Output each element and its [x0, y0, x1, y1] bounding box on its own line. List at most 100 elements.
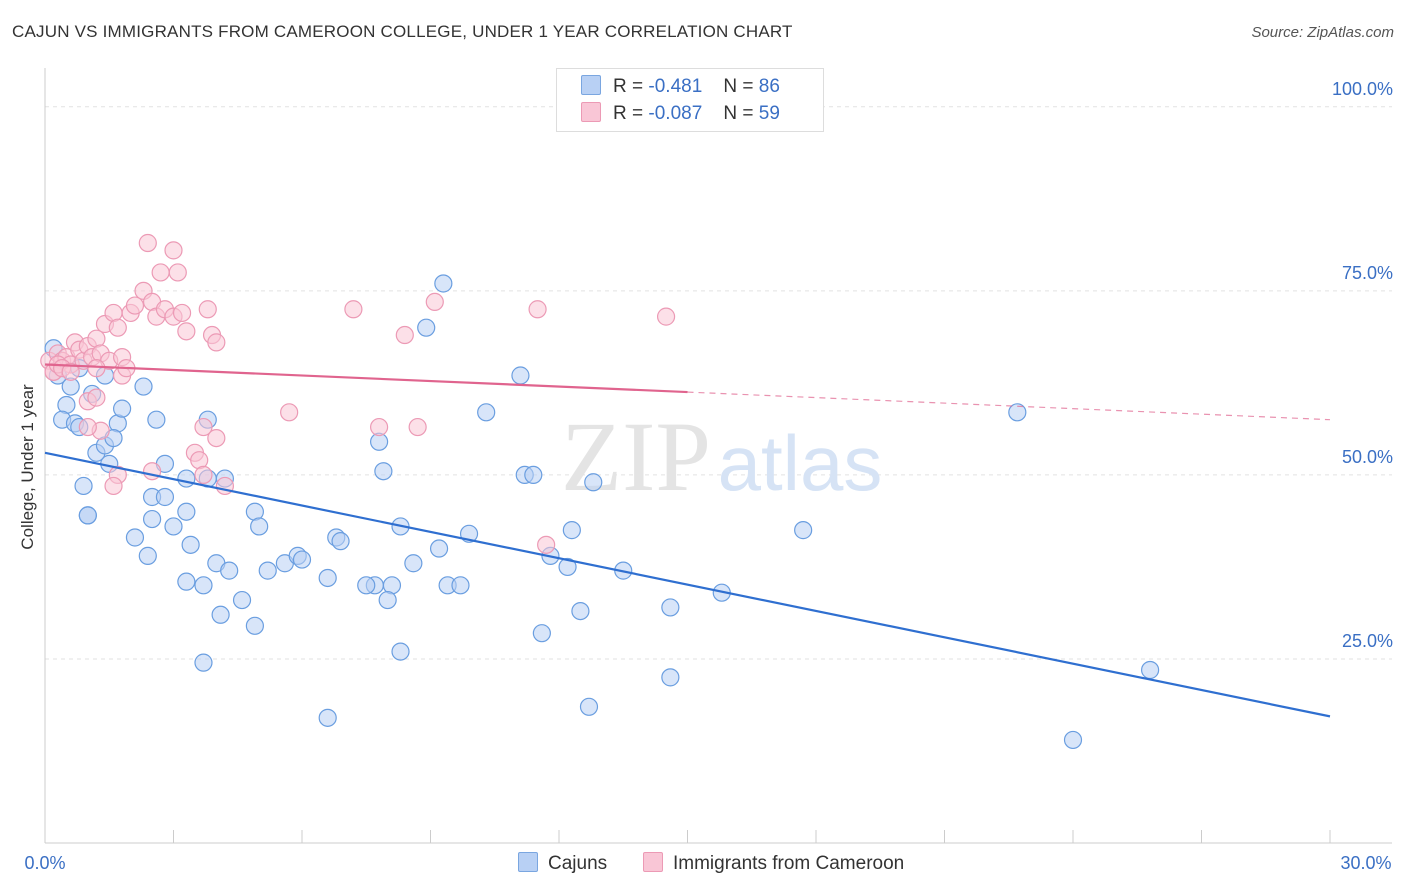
cajuns-point: [661, 598, 680, 617]
cajuns-point: [477, 403, 496, 422]
bottom-legend-cajuns: Cajuns: [518, 852, 607, 875]
y-tick-label: 25.0%: [1342, 631, 1393, 651]
bottom-legend-swatch-cajuns: [518, 852, 538, 872]
cajuns-point: [181, 535, 200, 554]
watermark-atlas: atlas: [718, 419, 883, 507]
source-label: Source: ZipAtlas.com: [1251, 24, 1394, 41]
cajuns-point: [142, 509, 162, 529]
legend-n-value-cameroon: 59: [758, 103, 780, 124]
legend-swatch-cameroon: [581, 102, 601, 122]
cajuns-point: [292, 550, 312, 569]
cameroon-point: [656, 307, 676, 326]
cajuns-point: [250, 517, 269, 536]
cameroon-point: [104, 476, 123, 496]
cameroon-point: [138, 233, 157, 253]
cajuns-point: [532, 624, 551, 643]
bottom-legend-label-cameroon: Immigrants from Cameroon: [673, 853, 905, 874]
grid-lines: [45, 106, 1392, 660]
cajuns-point: [571, 601, 590, 621]
cajuns-point: [404, 554, 423, 573]
cameroon-point: [408, 417, 427, 437]
cajuns-point: [451, 576, 470, 595]
cameroon-point: [198, 300, 217, 319]
cajuns-point: [511, 366, 530, 385]
cajuns-point: [1140, 660, 1160, 680]
cajuns-point: [245, 616, 264, 635]
cajuns-point: [134, 377, 153, 396]
legend-n-label: N =: [723, 76, 754, 97]
y-tick-label: 100.0%: [1332, 79, 1393, 99]
cajuns-point: [194, 653, 213, 672]
cajuns-point: [211, 605, 230, 624]
cameroon-point: [194, 417, 213, 437]
cameroon-point: [142, 462, 162, 481]
cajuns-point: [194, 576, 213, 595]
tick-labels: 25.0% 50.0% 75.0% 100.0% 0.0% 30.0%: [24, 79, 1393, 873]
cameroon-point: [177, 322, 196, 341]
cajuns-point: [125, 528, 145, 547]
trend-lines: [44, 363, 1331, 718]
cameroon-point: [87, 388, 106, 407]
cajuns-point: [1008, 403, 1027, 422]
cajuns-point: [220, 561, 239, 580]
legend-r-label: R =: [613, 76, 644, 97]
cajuns-point: [584, 473, 603, 492]
cajuns-point: [74, 476, 93, 496]
cameroon-trend-line: [44, 363, 688, 394]
cajuns-point: [429, 539, 449, 558]
cameroon-point: [207, 428, 226, 448]
cameroon-point: [78, 417, 97, 437]
cajuns-point: [177, 572, 196, 591]
cajuns-point: [579, 697, 599, 716]
cajuns-point: [434, 274, 453, 293]
x-tick-label: 30.0%: [1340, 853, 1391, 873]
cajuns-point: [258, 561, 277, 580]
cameroon-point: [168, 263, 187, 282]
cajuns-point: [357, 576, 376, 595]
cajuns-point: [318, 568, 337, 588]
cameroon-point: [280, 403, 299, 422]
cajuns-point: [374, 462, 393, 481]
legend-r-value-cajuns: -0.481: [648, 76, 703, 97]
cajuns-point: [112, 399, 132, 418]
chart-title: CAJUN VS IMMIGRANTS FROM CAMEROON COLLEG…: [12, 22, 793, 41]
legend-r-value-cameroon: -0.087: [648, 103, 703, 124]
cameroon-point: [87, 359, 106, 378]
cajuns-point: [331, 532, 350, 551]
cameroon-point: [344, 300, 363, 319]
cameroon-point: [207, 333, 226, 352]
cameroon-point: [194, 465, 213, 485]
cajuns-point: [558, 557, 577, 577]
bottom-legend-cameroon: Immigrants from Cameroon: [643, 852, 904, 875]
legend-r-label: R =: [613, 103, 644, 124]
y-tick-label: 75.0%: [1342, 263, 1393, 283]
cameroon-point: [425, 292, 444, 311]
cameroon-point: [395, 325, 414, 345]
legend-n-value-cajuns: 86: [758, 76, 780, 97]
cameroon-point: [125, 296, 145, 315]
cajuns-point: [155, 487, 175, 507]
watermark: ZIP atlas: [561, 401, 882, 512]
cajuns-point: [661, 668, 680, 687]
cajuns-point: [138, 546, 157, 565]
x-tick-label: 0.0%: [24, 853, 65, 873]
cajuns-trend-line: [44, 451, 1331, 718]
cameroon-point: [108, 318, 127, 337]
cajuns-point: [78, 506, 97, 525]
cameroon-point: [61, 362, 80, 381]
cameroon-trend-line-extension: [687, 391, 1331, 421]
cameroon-point: [528, 300, 547, 319]
cajuns-point: [524, 465, 543, 485]
cajuns-point: [562, 521, 581, 540]
cajuns-point: [232, 590, 252, 610]
legend-n-label: N =: [723, 103, 754, 124]
cameroon-point: [164, 241, 183, 260]
cajuns-point: [147, 410, 166, 429]
cameroon-point: [370, 417, 389, 437]
cajuns-point: [318, 708, 337, 727]
bottom-legend-swatch-cameroon: [643, 852, 663, 872]
cameroon-point: [172, 303, 192, 323]
bottom-legend-label-cajuns: Cajuns: [548, 853, 608, 874]
legend-swatch-cajuns: [581, 75, 601, 95]
